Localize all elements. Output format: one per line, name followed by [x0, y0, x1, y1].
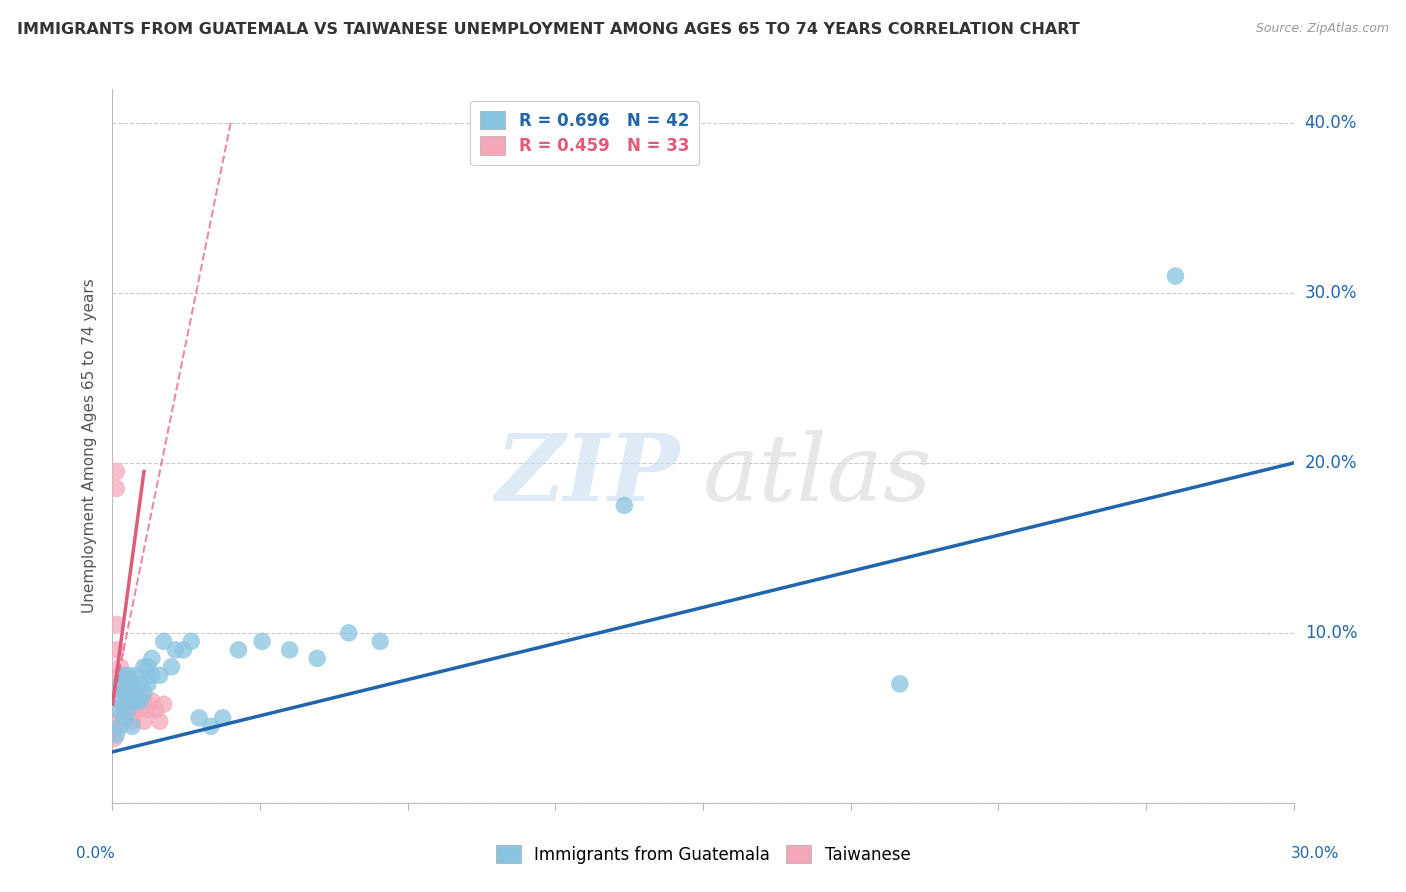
Point: [129, 702, 152, 716]
Point: [105, 702, 128, 716]
Point: [121, 690, 143, 705]
Text: 20.0%: 20.0%: [1305, 454, 1357, 472]
Point: [105, 617, 128, 632]
Point: [112, 668, 135, 682]
Legend: Immigrants from Guatemala, Taiwanese: Immigrants from Guatemala, Taiwanese: [489, 838, 917, 871]
Point: [889, 677, 911, 691]
Point: [117, 694, 139, 708]
Point: [103, 724, 125, 739]
Point: [172, 643, 194, 657]
Point: [165, 643, 187, 657]
Legend: R = 0.696   N = 42, R = 0.459   N = 33: R = 0.696 N = 42, R = 0.459 N = 33: [471, 101, 699, 165]
Point: [110, 668, 132, 682]
Point: [110, 680, 132, 694]
Point: [141, 668, 163, 682]
Point: [132, 660, 155, 674]
Point: [125, 694, 148, 708]
Point: [250, 634, 273, 648]
Point: [110, 694, 132, 708]
Point: [307, 651, 329, 665]
Point: [105, 728, 128, 742]
Point: [613, 499, 636, 513]
Point: [105, 643, 128, 657]
Point: [121, 702, 143, 716]
Point: [125, 668, 148, 682]
Point: [112, 711, 135, 725]
Point: [141, 651, 163, 665]
Text: Source: ZipAtlas.com: Source: ZipAtlas.com: [1256, 22, 1389, 36]
Point: [152, 634, 174, 648]
Text: 10.0%: 10.0%: [1305, 624, 1357, 642]
Point: [149, 668, 172, 682]
Point: [136, 677, 159, 691]
Point: [117, 685, 139, 699]
Point: [149, 714, 172, 729]
Point: [132, 694, 155, 708]
Text: 30.0%: 30.0%: [1291, 847, 1339, 861]
Point: [110, 694, 132, 708]
Point: [112, 702, 135, 716]
Point: [125, 698, 148, 712]
Text: 40.0%: 40.0%: [1305, 114, 1357, 132]
Point: [117, 668, 139, 682]
Point: [188, 711, 211, 725]
Point: [112, 673, 135, 688]
Point: [112, 685, 135, 699]
Point: [129, 694, 152, 708]
Text: IMMIGRANTS FROM GUATEMALA VS TAIWANESE UNEMPLOYMENT AMONG AGES 65 TO 74 YEARS CO: IMMIGRANTS FROM GUATEMALA VS TAIWANESE U…: [17, 22, 1080, 37]
Point: [117, 685, 139, 699]
Point: [121, 719, 143, 733]
Point: [129, 677, 152, 691]
Point: [117, 673, 139, 688]
Point: [1164, 269, 1187, 284]
Point: [132, 714, 155, 729]
Point: [200, 719, 222, 733]
Point: [103, 731, 125, 746]
Point: [105, 482, 128, 496]
Point: [125, 685, 148, 699]
Point: [180, 634, 202, 648]
Point: [110, 711, 132, 725]
Text: 0.0%: 0.0%: [76, 847, 115, 861]
Point: [160, 660, 183, 674]
Point: [117, 698, 139, 712]
Text: atlas: atlas: [703, 430, 932, 519]
Point: [121, 677, 143, 691]
Y-axis label: Unemployment Among Ages 65 to 74 years: Unemployment Among Ages 65 to 74 years: [82, 278, 97, 614]
Point: [337, 626, 360, 640]
Point: [145, 702, 167, 716]
Point: [368, 634, 391, 648]
Point: [110, 677, 132, 691]
Point: [136, 660, 159, 674]
Point: [141, 694, 163, 708]
Point: [117, 702, 139, 716]
Point: [110, 660, 132, 674]
Point: [278, 643, 301, 657]
Point: [132, 685, 155, 699]
Point: [228, 643, 250, 657]
Point: [112, 685, 135, 699]
Point: [121, 694, 143, 708]
Point: [136, 702, 159, 716]
Point: [152, 698, 174, 712]
Point: [211, 711, 233, 725]
Point: [129, 685, 152, 699]
Point: [105, 465, 128, 479]
Point: [110, 719, 132, 733]
Point: [112, 714, 135, 729]
Point: [121, 714, 143, 729]
Text: ZIP: ZIP: [495, 430, 679, 519]
Text: 30.0%: 30.0%: [1305, 284, 1357, 302]
